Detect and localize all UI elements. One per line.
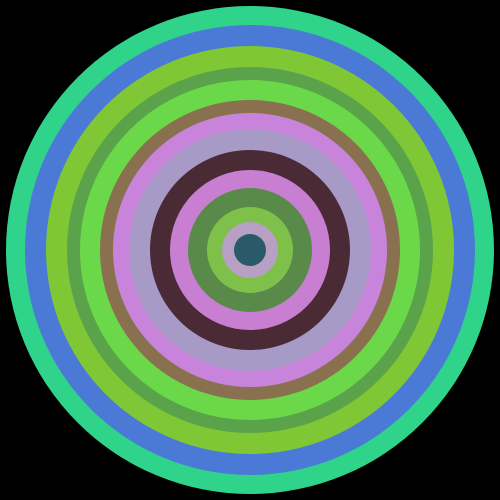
ring-13	[234, 234, 266, 266]
concentric-circle-graphic	[0, 0, 500, 500]
